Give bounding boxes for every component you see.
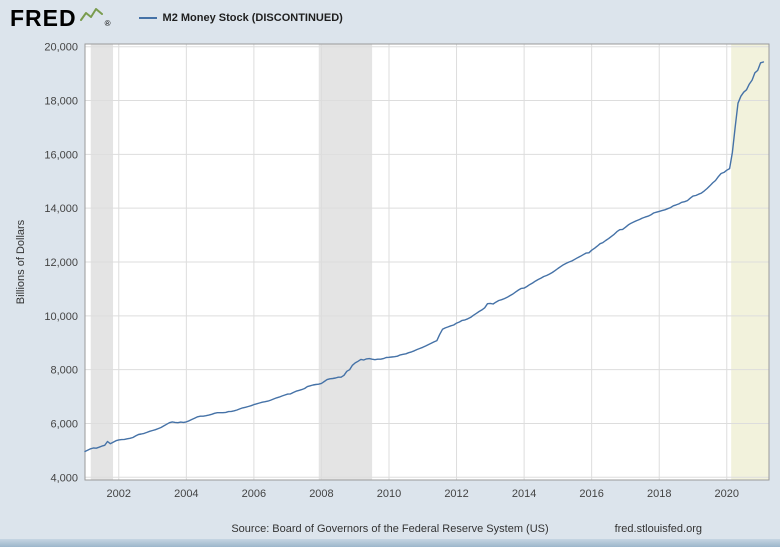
legend-line-swatch (138, 17, 157, 19)
source-text: Source: Board of Governors of the Federa… (231, 523, 549, 535)
x-tick-label: 2004 (174, 488, 198, 500)
y-tick-label: 4,000 (50, 472, 78, 484)
x-tick-label: 2006 (242, 488, 266, 500)
legend-label: M2 Money Stock (DISCONTINUED) (162, 12, 343, 24)
x-tick-label: 2002 (107, 488, 131, 500)
y-axis-title: Billions of Dollars (15, 219, 27, 304)
m2-series-line (84, 61, 765, 453)
legend: M2 Money Stock (DISCONTINUED) (138, 12, 343, 24)
fred-logo[interactable]: FRED ® (10, 5, 111, 31)
chart-canvas[interactable]: Billions of Dollars 4,000 6,000 8,000 10,00… (0, 30, 780, 502)
fred-logo-sparkline-icon (79, 7, 104, 27)
bottom-bar (0, 539, 780, 547)
x-tick-label: 2010 (377, 488, 401, 500)
y-tick-label: 10,000 (44, 311, 78, 323)
x-tick-label: 2014 (512, 488, 536, 500)
y-tick-label: 20,000 (44, 42, 78, 54)
y-tick-label: 18,000 (44, 96, 78, 108)
y-tick-label: 6,000 (50, 418, 78, 430)
y-tick-label: 16,000 (44, 149, 78, 161)
x-tick-label: 2018 (647, 488, 671, 500)
y-tick-label: 12,000 (44, 257, 78, 269)
x-tick-label: 2012 (444, 488, 468, 500)
y-tick-label: 8,000 (50, 365, 78, 377)
registered-mark: ® (104, 19, 111, 28)
y-tick-label: 14,000 (44, 203, 78, 215)
x-tick-label: 2016 (579, 488, 603, 500)
x-tick-label: 2020 (715, 488, 739, 500)
x-tick-label: 2008 (309, 488, 333, 500)
chart-header: FRED ® M2 Money Stock (DISCONTINUED) (10, 5, 343, 31)
plot-border (84, 43, 770, 481)
fred-site-link[interactable]: fred.stlouisfed.org (614, 523, 702, 535)
fred-logo-text: FRED (10, 5, 77, 31)
